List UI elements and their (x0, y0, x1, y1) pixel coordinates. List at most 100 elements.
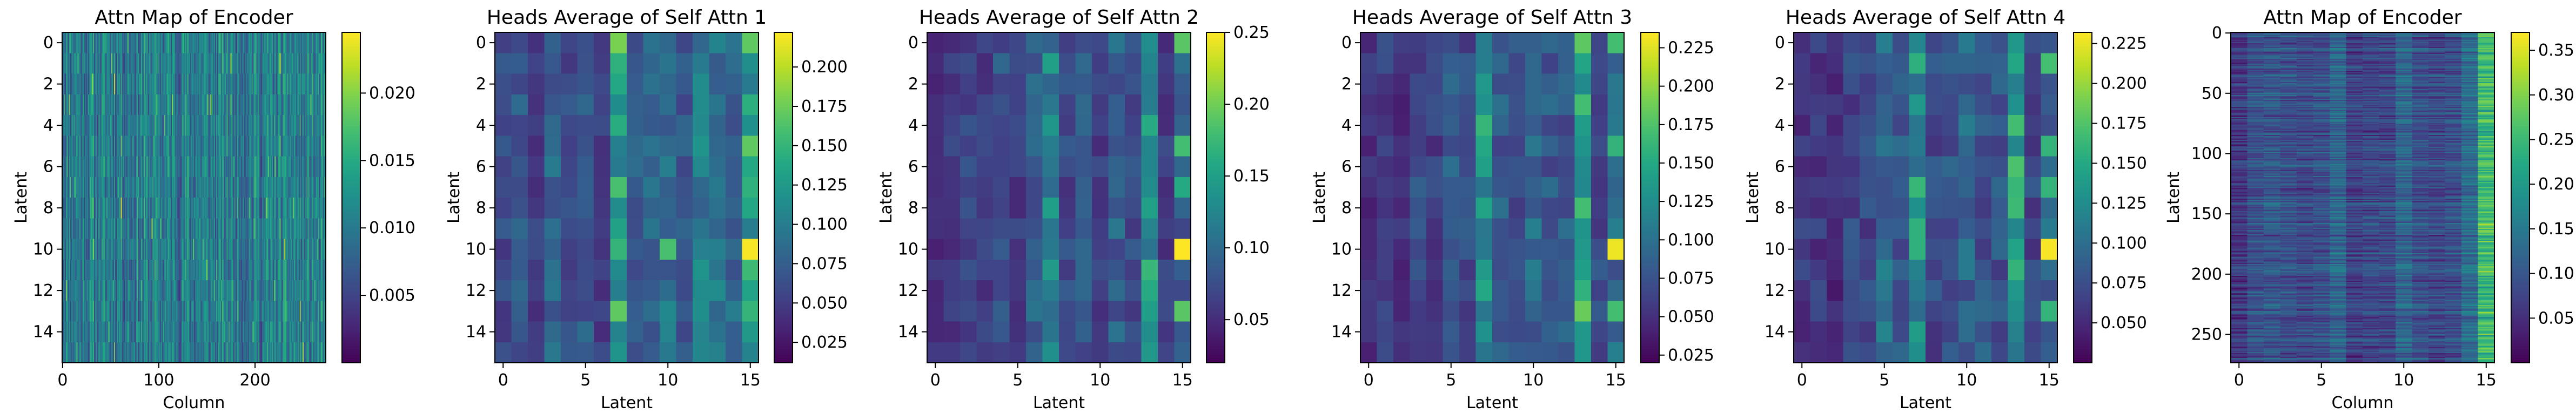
heatmap-cell (262, 156, 264, 178)
heatmap-cell (226, 73, 228, 95)
heatmap-cell (181, 115, 183, 136)
heatmap-cell (175, 321, 176, 343)
heatmap-cell (171, 280, 172, 301)
heatmap-cell (252, 198, 254, 219)
heatmap-cell (310, 198, 312, 219)
heatmap-cell (96, 321, 97, 343)
heatmap-cell (123, 156, 124, 178)
heatmap-cell (284, 177, 286, 198)
heatmap-cell (259, 239, 261, 260)
heatmap-cell (140, 198, 142, 219)
heatmap-cell (205, 53, 207, 74)
heatmap-cell (137, 239, 139, 260)
heatmap-cell (90, 321, 92, 343)
heatmap-cell (65, 321, 66, 343)
heatmap-cell (171, 73, 172, 95)
heatmap-cell (246, 177, 249, 198)
heatmap-cell (83, 177, 85, 198)
heatmap-cell (104, 321, 106, 343)
heatmap-cell (218, 301, 219, 322)
heatmap-cell (544, 280, 561, 301)
heatmap-cell (196, 32, 197, 53)
heatmap-cell (321, 177, 324, 198)
heatmap-cell (286, 94, 288, 116)
heatmap-cell (317, 239, 319, 260)
heatmap-cell (81, 301, 83, 322)
heatmap-cell (742, 73, 759, 95)
heatmap-cell (278, 115, 280, 136)
heatmap-cell (110, 301, 112, 322)
heatmap-cell (511, 342, 528, 363)
heatmap-cell (276, 32, 277, 53)
heatmap-cell (200, 53, 202, 74)
heatmap-cell (239, 53, 241, 74)
heatmap-cell (105, 156, 107, 178)
heatmap-cell (594, 198, 611, 219)
heatmap-cell (230, 177, 232, 198)
heatmap-cell (89, 239, 91, 260)
heatmap-cell (144, 94, 145, 116)
heatmap-cell (643, 259, 660, 281)
heatmap-cell (191, 259, 193, 281)
heatmap-cell (81, 177, 83, 198)
heatmap-cell (150, 342, 152, 363)
heatmap-cell (132, 239, 134, 260)
heatmap-cell (299, 280, 301, 301)
heatmap-cell (300, 239, 303, 260)
heatmap-cell (269, 259, 271, 281)
heatmap-cell (306, 53, 308, 74)
heatmap-cell (149, 94, 150, 116)
heatmap-cell (180, 321, 182, 343)
heatmap-cell (105, 53, 107, 74)
heatmap-cell (660, 280, 677, 301)
heatmap-cell (594, 94, 611, 116)
heatmap-cell (122, 53, 123, 74)
heatmap-cell (130, 136, 132, 157)
heatmap-cell (246, 136, 249, 157)
heatmap-cell (108, 301, 110, 322)
heatmap-cell (65, 280, 66, 301)
heatmap-cell (239, 115, 241, 136)
heatmap-cell (62, 156, 64, 178)
heatmap-cell (294, 342, 296, 363)
heatmap-cell (495, 239, 512, 260)
heatmap-cell (128, 156, 130, 178)
heatmap-cell (136, 280, 138, 301)
heatmap-cell (166, 136, 167, 157)
heatmap-cell (76, 239, 78, 260)
heatmap-cell (154, 73, 156, 95)
heatmap-cell (213, 321, 214, 343)
heatmap-cell (226, 198, 228, 219)
heatmap-cell (142, 321, 144, 343)
heatmap-cell (81, 218, 83, 240)
heatmap-cell (291, 156, 293, 178)
heatmap-cell (280, 156, 282, 178)
heatmap-cell (299, 156, 301, 178)
colorbar-segment (342, 40, 360, 44)
heatmap-cell (166, 321, 167, 343)
heatmap-cell (82, 280, 84, 301)
colorbar-segment (774, 272, 793, 275)
heatmap-cell (209, 177, 211, 198)
heatmap-cell (660, 198, 677, 219)
heatmap-cell (233, 53, 235, 74)
heatmap-cell (187, 198, 189, 219)
heatmap-cell (182, 53, 184, 74)
heatmap-cell (247, 32, 250, 53)
heatmap-cell (594, 259, 611, 281)
heatmap-cell (304, 280, 305, 301)
heatmap-cell (87, 136, 89, 157)
heatmap-cell (200, 280, 202, 301)
heatmap-cell (170, 342, 171, 363)
heatmap-cell (295, 280, 297, 301)
heatmap-cell (93, 32, 96, 53)
heatmap-cell (233, 218, 235, 240)
heatmap-cell (176, 280, 177, 301)
heatmap-cell (229, 177, 231, 198)
heatmap-cell (190, 259, 192, 281)
heatmap-cell (115, 321, 117, 343)
colorbar-segment (342, 291, 360, 295)
heatmap-cell (199, 136, 202, 157)
heatmap-cell (145, 280, 147, 301)
heatmap-cell (147, 115, 149, 136)
